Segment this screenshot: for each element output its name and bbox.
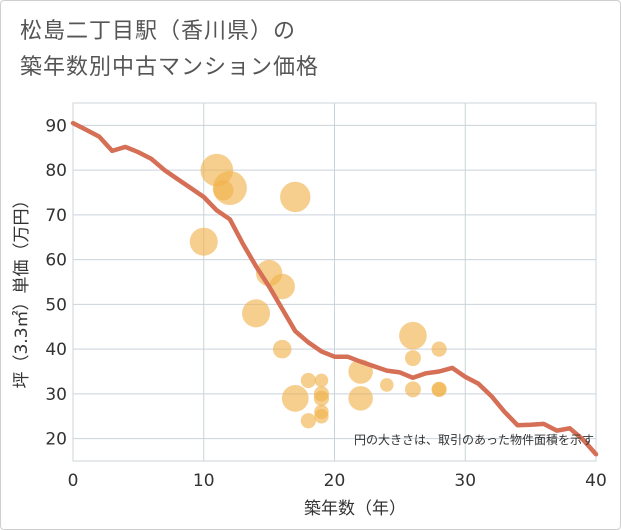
bubble-point bbox=[212, 171, 247, 206]
bubble-point bbox=[404, 381, 421, 398]
bubble-point bbox=[300, 372, 316, 389]
bubble-point bbox=[314, 409, 329, 424]
x-tick-label: 0 bbox=[68, 471, 79, 491]
y-tick-label: 80 bbox=[45, 161, 67, 181]
y-axis-label: 坪（3.3㎡）単価（万円） bbox=[12, 191, 32, 388]
plot-frame bbox=[72, 102, 597, 462]
y-tick-label: 40 bbox=[45, 340, 67, 360]
x-tick-label: 10 bbox=[193, 471, 215, 491]
y-tick-label: 70 bbox=[45, 206, 67, 226]
bubble-point bbox=[404, 350, 421, 367]
bubble-point bbox=[399, 321, 427, 350]
x-tick-label: 40 bbox=[585, 471, 607, 491]
chart-title-line2: 築年数別中古マンション価格 bbox=[20, 55, 320, 80]
average-price-line bbox=[70, 120, 599, 457]
x-tick-label: 30 bbox=[454, 471, 476, 491]
chart-title: 松島二丁目駅（香川県）の 築年数別中古マンション価格 bbox=[20, 14, 319, 86]
bubble-point bbox=[280, 181, 311, 213]
y-tick-label: 60 bbox=[45, 251, 67, 271]
bubble-series bbox=[189, 153, 447, 429]
x-tick-labels: 0 10 20 30 40 bbox=[68, 471, 607, 491]
bubble-point bbox=[313, 390, 330, 406]
bubble-point bbox=[272, 339, 292, 359]
bubble-point bbox=[242, 299, 271, 328]
line-series bbox=[70, 120, 599, 457]
y-tick-labels: 20 30 40 50 60 70 80 90 bbox=[45, 116, 67, 449]
bubble-point bbox=[431, 341, 447, 357]
bubble-point bbox=[431, 382, 447, 397]
y-tick-label: 20 bbox=[45, 430, 67, 450]
bubble-point bbox=[300, 413, 316, 429]
y-tick-label: 50 bbox=[45, 295, 67, 315]
x-axis-label: 築年数（年） bbox=[304, 499, 406, 519]
y-tick-label: 30 bbox=[45, 385, 67, 405]
chart-title-line1: 松島二丁目駅（香川県）の bbox=[20, 19, 297, 44]
bubble-point bbox=[314, 373, 329, 388]
bubble-point bbox=[269, 273, 295, 300]
bubble-point bbox=[281, 384, 309, 412]
bubble-point bbox=[348, 386, 373, 411]
bubble-point bbox=[189, 227, 218, 256]
bubble-point bbox=[380, 378, 394, 392]
x-tick-label: 20 bbox=[324, 471, 346, 491]
grid bbox=[73, 103, 596, 461]
size-note: 円の大きさは、取引のあった物件面積を示す bbox=[354, 432, 594, 447]
y-tick-label: 90 bbox=[45, 116, 67, 136]
